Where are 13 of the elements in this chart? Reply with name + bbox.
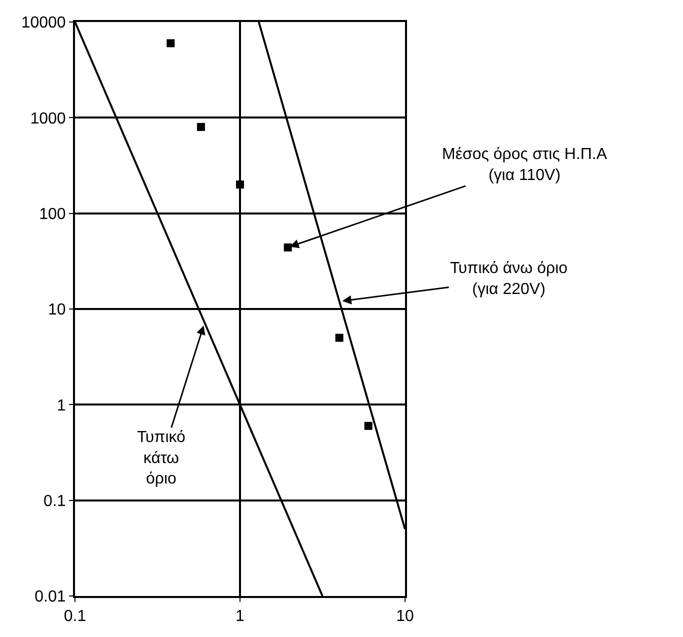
y-tick-label: 0.1 xyxy=(44,492,66,510)
annotation: Τυπικό άνω όριο (για 220V) xyxy=(450,260,568,298)
annotation: Μέσος όρος στις Η.Π.Α (για 110V) xyxy=(442,146,608,184)
y-tick-label: 10000 xyxy=(21,14,66,32)
y-tick-label: 1000 xyxy=(30,110,66,128)
annotation: Τυπικό κάτω όριο xyxy=(137,429,186,488)
y-tick-label: 10 xyxy=(48,302,66,319)
x-tick-label: 10 xyxy=(396,608,414,626)
x-tick-label: 0.1 xyxy=(64,608,86,626)
y-tick-label: 0.01 xyxy=(34,588,66,606)
y-tick-label: 1 xyxy=(56,397,66,414)
y-tick-label: 100 xyxy=(39,206,66,223)
x-tick-label: 1 xyxy=(236,608,245,626)
